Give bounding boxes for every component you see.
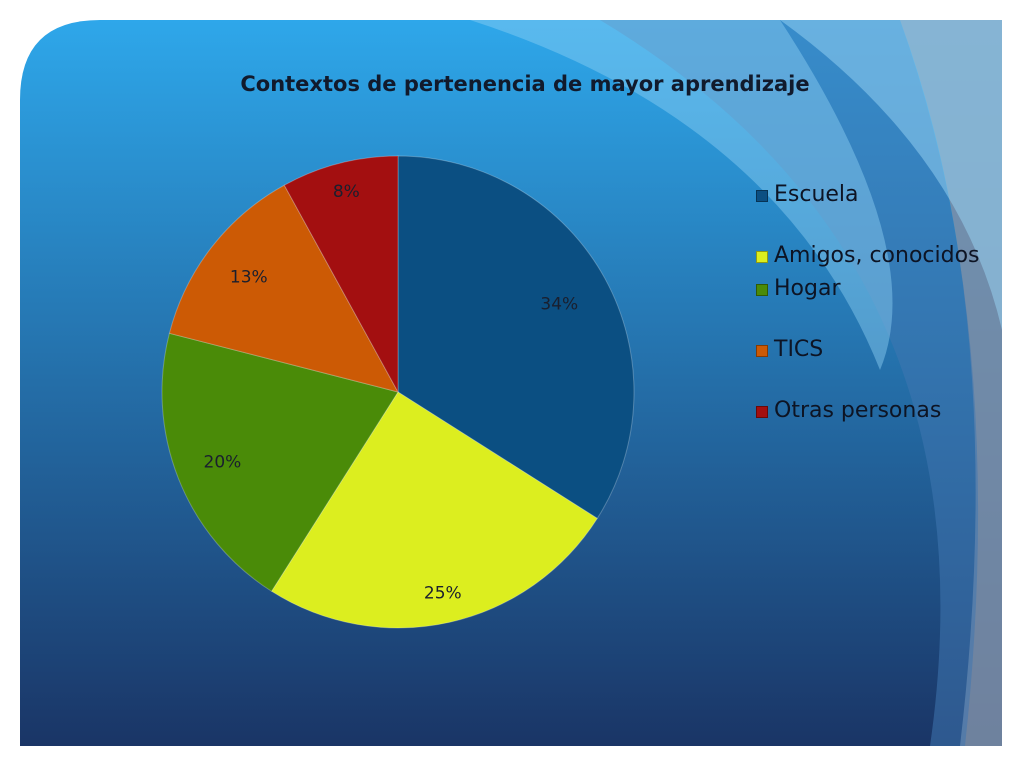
legend: Escuela Amigos, conocidos Hogar TICS Otras p… <box>756 180 996 425</box>
wave-highlight-shape <box>780 20 1002 330</box>
chart-title: Contextos de pertenencia de mayor aprend… <box>240 72 810 96</box>
pie-slice-tics <box>168 184 399 393</box>
data-label: 34% <box>540 294 578 314</box>
legend-swatch <box>756 284 768 296</box>
data-label: 20% <box>204 453 242 473</box>
legend-swatch <box>756 251 768 263</box>
legend-swatch <box>756 190 768 202</box>
legend-label: TICS <box>774 337 824 362</box>
pie-slice-escuela <box>397 155 635 520</box>
legend-item: Escuela <box>756 180 996 209</box>
legend-item: Amigos, conocidos <box>756 241 996 270</box>
wave-light-shape <box>470 20 893 370</box>
pie-slices <box>161 155 635 629</box>
data-label: 13% <box>230 267 268 287</box>
wave-mid-shape <box>600 20 979 746</box>
legend-item: TICS <box>756 335 996 364</box>
pie-slice-otras-personas <box>283 155 399 393</box>
data-label: 8% <box>333 182 360 202</box>
legend-item: Hogar <box>756 274 996 303</box>
legend-label: Hogar <box>774 276 841 301</box>
legend-item: Otras personas <box>756 396 996 425</box>
pie-slice-amigos-conocidos <box>270 391 598 629</box>
data-label: 25% <box>424 583 462 603</box>
pie-labels: 34% 25% 20% 13% 8% <box>204 182 579 604</box>
pie-slice-hogar <box>161 332 399 592</box>
legend-swatch <box>756 406 768 418</box>
legend-label: Escuela <box>774 182 859 207</box>
legend-label: Otras personas <box>774 398 942 423</box>
legend-swatch <box>756 345 768 357</box>
legend-label: Amigos, conocidos <box>774 243 980 268</box>
